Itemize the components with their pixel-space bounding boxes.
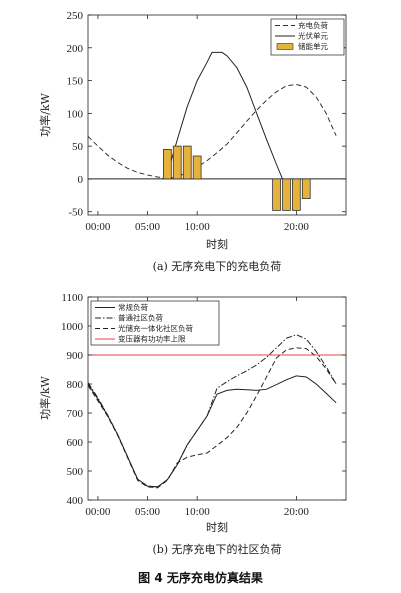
x-tick-label: 00:00 — [85, 221, 111, 233]
y-tick-label: 400 — [67, 495, 84, 507]
storage-bar — [282, 178, 291, 211]
y-tick-label: 900 — [67, 350, 84, 362]
legend-box — [90, 300, 220, 346]
chart-b: 400 500 600 700 800 900 1000 1100 00:00 05:00 10:0… — [38, 292, 347, 556]
series-line — [88, 83, 337, 179]
x-tick-label: 05:00 — [135, 506, 161, 518]
x-tick-label: 20:00 — [284, 221, 310, 233]
y-axis-label: 功率/kW — [38, 92, 52, 136]
plot-area — [88, 334, 346, 489]
x-tick-label: 00:00 — [85, 506, 111, 518]
x-tick-label: 05:00 — [135, 221, 161, 233]
legend-label: 变压器有功功率上限 — [118, 334, 186, 344]
x-tick-label: 10:00 — [185, 221, 211, 233]
axes-frame — [87, 296, 347, 501]
y-tick-label: 200 — [67, 43, 84, 55]
series-line — [88, 347, 337, 489]
chart-a-plot: -50 0 50 100 150 200 250 00:00 05:00 10:00 20:00 充电… — [67, 10, 347, 233]
series-line — [162, 51, 283, 180]
chart-b-plot: 400 500 600 700 800 900 1000 1100 00:00 05:00 10:0… — [61, 292, 347, 518]
figure-title: 图 4 无序充电仿真结果 — [138, 571, 263, 585]
y-tick-label: -50 — [68, 207, 83, 219]
storage-bar — [192, 155, 202, 180]
y-tick-label: 600 — [67, 437, 84, 449]
storage-bar — [301, 178, 311, 199]
x-tick-label: 10:00 — [185, 506, 211, 518]
y-tick-label: 100 — [67, 108, 84, 120]
legend-label: 光伏单元 — [298, 31, 328, 41]
y-axis-label: 功率/kW — [38, 375, 52, 419]
y-tick-label: 800 — [67, 379, 84, 391]
legend-label: 储能单元 — [298, 41, 328, 51]
legend-label: 充电负荷 — [298, 20, 328, 30]
storage-bar — [172, 145, 182, 180]
storage-bar — [272, 178, 281, 211]
y-tick-label: 1000 — [61, 321, 84, 333]
chart-caption: (a) 无序充电下的充电负荷 — [153, 259, 282, 273]
series-line — [88, 334, 337, 488]
y-tick-label: 250 — [67, 10, 84, 22]
chart-a: -50 0 50 100 150 200 250 00:00 05:00 10:00 20:00 充电… — [38, 10, 347, 273]
chart-caption: (b) 无序充电下的社区负荷 — [152, 542, 281, 556]
axes-frame — [87, 14, 347, 216]
y-tick-label: 0 — [78, 174, 84, 186]
y-tick-label: 1100 — [61, 292, 83, 304]
series-line — [88, 375, 337, 488]
storage-bar — [291, 178, 301, 211]
legend-label: 普通社区负荷 — [118, 313, 163, 323]
y-tick-label: 700 — [67, 408, 84, 420]
x-tick-label: 20:00 — [284, 506, 310, 518]
legend-swatch — [276, 43, 294, 50]
y-tick-label: 500 — [67, 466, 84, 478]
x-axis-label: 时刻 — [206, 237, 228, 251]
y-tick-label: 150 — [67, 76, 84, 88]
storage-bar — [182, 145, 192, 180]
legend-label: 常规负荷 — [118, 302, 148, 312]
y-tick-label: 50 — [72, 141, 84, 153]
plot-area — [88, 51, 346, 211]
legend-label: 光储充一体化社区负荷 — [118, 323, 193, 333]
storage-bar — [162, 148, 172, 180]
x-axis-label: 时刻 — [206, 520, 228, 534]
